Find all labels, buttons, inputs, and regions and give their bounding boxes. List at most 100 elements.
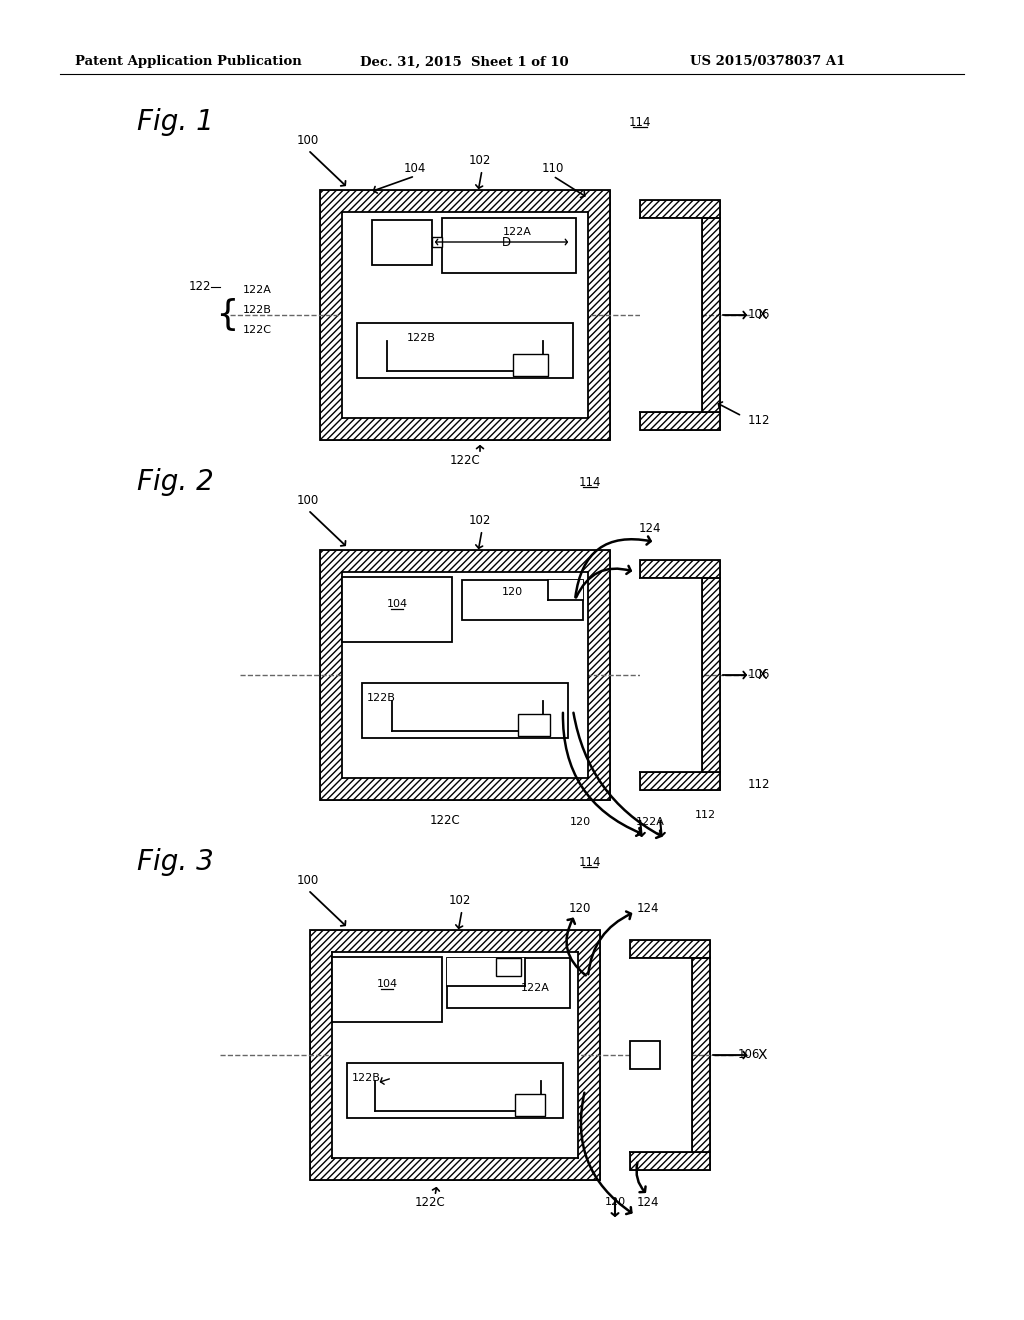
Bar [640, 201, 720, 218]
Text: 102: 102 [449, 894, 471, 907]
Bar [640, 218, 702, 412]
Text: X: X [758, 308, 767, 322]
Text: 122A: 122A [521, 983, 550, 993]
Text: US 2015/0378037 A1: US 2015/0378037 A1 [690, 55, 846, 69]
Text: 120: 120 [568, 902, 591, 915]
Bar [702, 578, 720, 772]
Text: 102: 102 [469, 513, 492, 527]
Bar [310, 931, 600, 1180]
Bar [640, 560, 720, 578]
Text: 124: 124 [637, 902, 659, 915]
Text: Dec. 31, 2015  Sheet 1 of 10: Dec. 31, 2015 Sheet 1 of 10 [360, 55, 568, 69]
Text: 100: 100 [297, 133, 319, 147]
Bar [496, 958, 521, 975]
Bar [702, 218, 720, 412]
Bar [630, 1152, 710, 1170]
Text: Fig. 1: Fig. 1 [136, 108, 213, 136]
Bar [342, 572, 588, 777]
Text: 122C: 122C [415, 1196, 445, 1209]
Bar [548, 579, 583, 601]
Text: 120: 120 [604, 1197, 626, 1206]
Bar [372, 220, 432, 265]
Bar [347, 1063, 563, 1118]
Text: 114: 114 [579, 855, 601, 869]
Text: 112: 112 [748, 413, 770, 426]
Bar [332, 957, 442, 1022]
Text: Patent Application Publication: Patent Application Publication [75, 55, 302, 69]
Text: 122B: 122B [352, 1073, 381, 1082]
Text: 122B: 122B [367, 693, 396, 704]
Text: 122: 122 [188, 281, 211, 293]
Bar [319, 550, 610, 800]
Bar [518, 714, 550, 737]
Text: 100: 100 [297, 874, 319, 887]
Bar [375, 1081, 541, 1111]
Text: 122C: 122C [243, 325, 272, 335]
Text: 102: 102 [469, 153, 492, 166]
Text: 120: 120 [502, 587, 522, 597]
Bar [630, 1041, 660, 1069]
Text: 112: 112 [695, 810, 716, 820]
Bar [640, 201, 720, 218]
Bar [319, 550, 610, 800]
Bar [692, 958, 710, 1152]
Text: 114: 114 [579, 475, 601, 488]
Bar [442, 218, 575, 273]
Bar [640, 772, 720, 789]
Bar [319, 190, 610, 440]
Text: 122C: 122C [450, 454, 480, 466]
Bar [342, 577, 452, 642]
Text: 104: 104 [377, 979, 397, 989]
Text: 112: 112 [748, 779, 770, 792]
Text: 114: 114 [629, 116, 651, 128]
Bar [357, 323, 573, 378]
Bar [447, 958, 570, 1008]
Text: 120: 120 [569, 817, 591, 828]
Text: 106: 106 [748, 668, 770, 681]
Text: 122B: 122B [243, 305, 272, 315]
Bar [640, 412, 720, 430]
Bar [515, 1094, 545, 1115]
Bar [332, 952, 578, 1158]
Bar [319, 190, 610, 440]
Bar [362, 682, 568, 738]
Text: 122C: 122C [430, 813, 461, 826]
Text: 110: 110 [542, 161, 564, 174]
Bar [447, 958, 525, 986]
Bar [702, 578, 720, 772]
Bar [387, 341, 543, 371]
Bar [342, 213, 588, 418]
Text: 122A: 122A [503, 227, 531, 238]
Bar [702, 218, 720, 412]
Text: 106: 106 [748, 309, 770, 322]
Bar [630, 958, 692, 1152]
Text: X: X [758, 1048, 767, 1063]
Bar [630, 940, 710, 958]
Text: 104: 104 [403, 161, 426, 174]
Text: 100: 100 [297, 494, 319, 507]
Bar [640, 772, 720, 789]
Bar [640, 560, 720, 578]
Bar [310, 931, 600, 1180]
Text: 124: 124 [637, 1196, 659, 1209]
Bar [630, 940, 710, 958]
Bar [513, 354, 548, 376]
Text: 106: 106 [738, 1048, 761, 1061]
Text: 124: 124 [639, 521, 662, 535]
Text: 104: 104 [386, 599, 408, 609]
Text: X: X [758, 668, 767, 682]
Text: Fig. 2: Fig. 2 [136, 469, 213, 496]
Bar [462, 579, 583, 620]
Text: Fig. 3: Fig. 3 [136, 847, 213, 876]
Text: 122A: 122A [243, 285, 272, 294]
Text: 122A: 122A [636, 817, 665, 828]
Text: 122B: 122B [407, 333, 436, 343]
Bar [640, 578, 702, 772]
Bar [392, 701, 543, 731]
Text: D: D [502, 236, 511, 249]
Bar [692, 958, 710, 1152]
Bar [640, 412, 720, 430]
Bar [630, 1152, 710, 1170]
Text: {: { [216, 298, 238, 333]
Bar [432, 238, 442, 247]
